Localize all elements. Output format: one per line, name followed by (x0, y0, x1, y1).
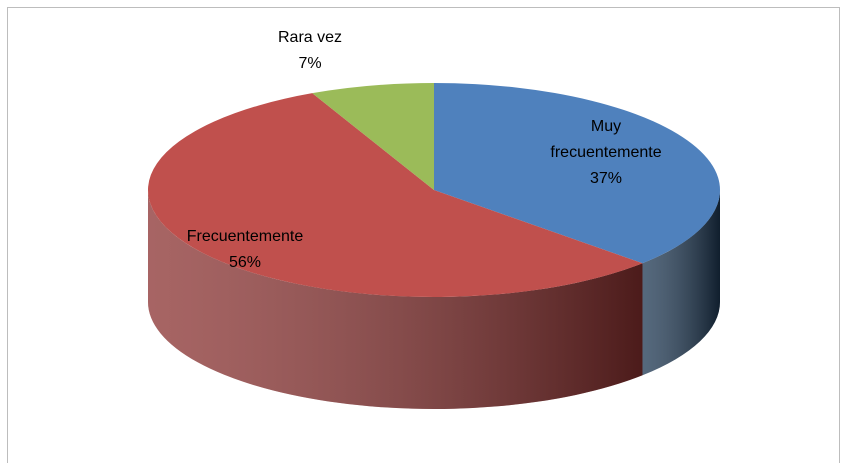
slice-value-label: 56% (229, 254, 261, 271)
pie-slice (434, 83, 720, 264)
slice-side-shade (642, 190, 720, 376)
slice-value-label: 37% (590, 170, 622, 187)
pie-slice (312, 83, 434, 190)
slice-label: Frecuentemente (187, 228, 304, 245)
slice-label: Muy frecuentemente (550, 118, 661, 161)
pie-slice (148, 93, 643, 297)
slice-value-label: 7% (298, 55, 321, 72)
slice-side-shade (148, 190, 643, 409)
slice-label: Rara vez (278, 29, 342, 46)
